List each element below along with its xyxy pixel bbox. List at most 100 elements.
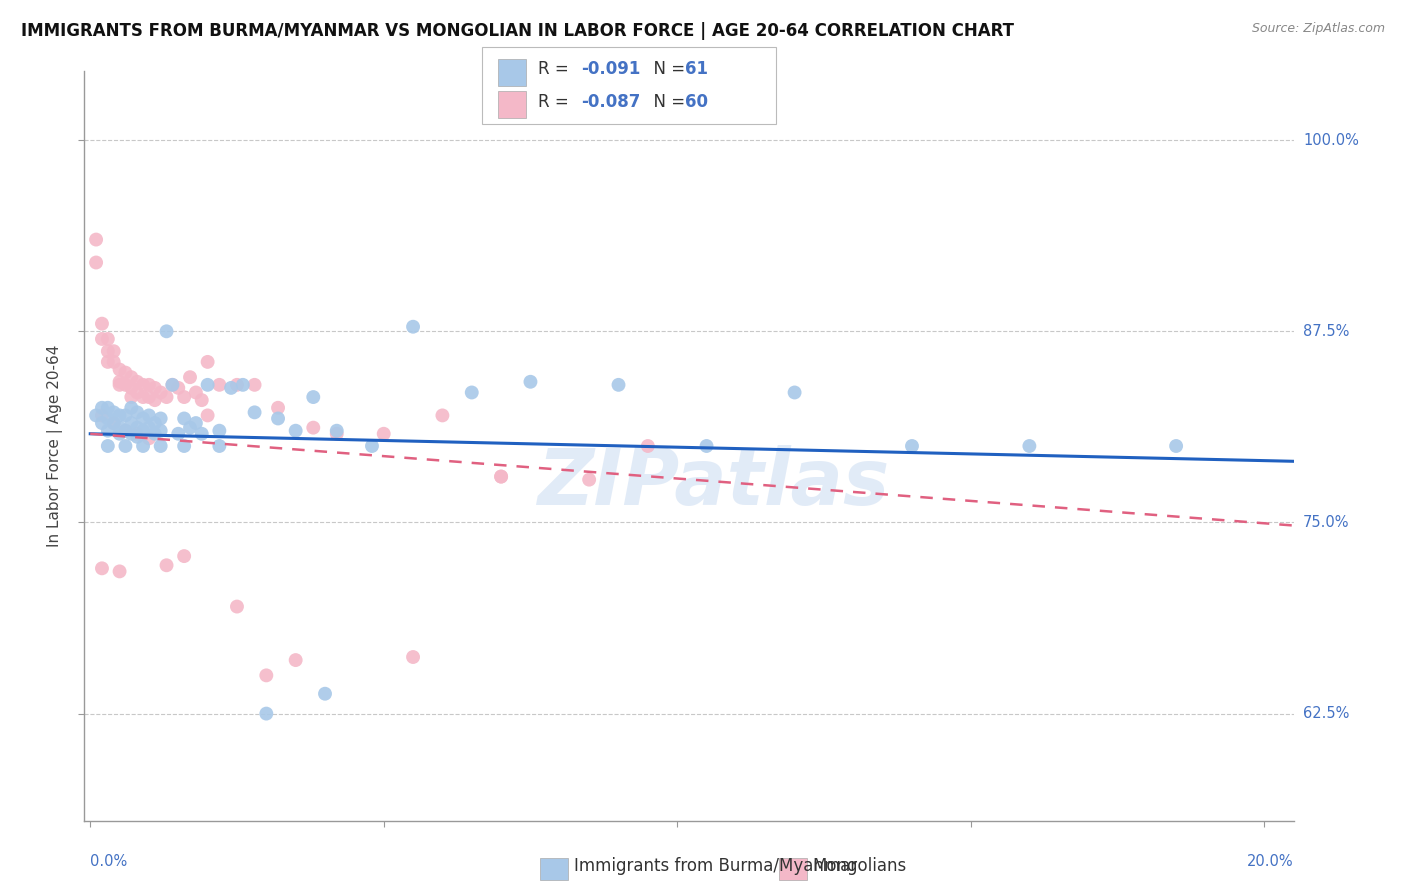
Point xyxy=(108,377,131,392)
Point xyxy=(114,424,136,438)
Point xyxy=(184,416,207,430)
Point xyxy=(284,424,307,438)
Point xyxy=(132,439,155,453)
Point xyxy=(167,426,190,441)
Point xyxy=(97,401,120,415)
Point xyxy=(254,668,277,682)
Point xyxy=(103,416,125,430)
Text: Immigrants from Burma/Myanmar: Immigrants from Burma/Myanmar xyxy=(574,857,856,875)
Point xyxy=(232,377,254,392)
Point xyxy=(114,439,136,453)
Point xyxy=(97,424,120,438)
Point xyxy=(302,390,325,404)
Point xyxy=(132,377,155,392)
Point xyxy=(108,426,131,441)
Point xyxy=(149,424,172,438)
Point xyxy=(143,416,166,430)
Point xyxy=(1018,439,1040,453)
Point xyxy=(155,390,177,404)
Point xyxy=(149,411,172,425)
Point xyxy=(91,332,114,346)
Point xyxy=(208,377,231,392)
Point xyxy=(97,411,120,425)
Point xyxy=(402,650,425,665)
Text: N =: N = xyxy=(643,93,690,111)
Point xyxy=(179,420,201,434)
Point xyxy=(127,426,149,441)
Point xyxy=(138,377,160,392)
Point xyxy=(97,439,120,453)
Text: ZIPatlas: ZIPatlas xyxy=(537,445,889,522)
Point xyxy=(132,424,155,438)
Point xyxy=(519,375,541,389)
Point xyxy=(326,426,349,441)
Point xyxy=(267,411,290,425)
Point xyxy=(578,473,600,487)
Point xyxy=(91,409,114,423)
Text: 60: 60 xyxy=(685,93,707,111)
Point xyxy=(254,706,277,721)
Point xyxy=(149,439,172,453)
Point xyxy=(314,687,336,701)
Point xyxy=(607,377,630,392)
Point xyxy=(91,317,114,331)
Point xyxy=(138,390,160,404)
Point xyxy=(138,409,160,423)
Point xyxy=(219,381,242,395)
Text: R =: R = xyxy=(538,60,575,78)
Point xyxy=(138,431,160,445)
Point xyxy=(120,381,142,395)
Point xyxy=(162,377,184,392)
Point xyxy=(284,653,307,667)
Point xyxy=(97,355,120,369)
Text: 100.0%: 100.0% xyxy=(1303,133,1360,148)
Text: Source: ZipAtlas.com: Source: ZipAtlas.com xyxy=(1251,22,1385,36)
Text: N =: N = xyxy=(643,60,690,78)
Point xyxy=(91,401,114,415)
Text: Mongolians: Mongolians xyxy=(813,857,907,875)
Point xyxy=(127,430,149,444)
Point xyxy=(103,355,125,369)
Point xyxy=(132,411,155,425)
Point xyxy=(114,377,136,392)
Text: 20.0%: 20.0% xyxy=(1247,855,1294,870)
Point xyxy=(138,420,160,434)
Point xyxy=(167,381,190,395)
Point xyxy=(143,393,166,408)
Point xyxy=(489,469,512,483)
Point xyxy=(155,558,177,573)
Point xyxy=(120,401,142,415)
Point xyxy=(149,385,172,400)
Point xyxy=(120,416,142,430)
Text: 61: 61 xyxy=(685,60,707,78)
Point xyxy=(696,439,718,453)
Point xyxy=(114,409,136,423)
Point xyxy=(489,469,512,483)
Point xyxy=(155,324,177,338)
Point xyxy=(402,319,425,334)
Point xyxy=(197,355,219,369)
Point xyxy=(108,375,131,389)
Point xyxy=(127,385,149,400)
Point xyxy=(173,411,195,425)
Point xyxy=(143,381,166,395)
Text: 0.0%: 0.0% xyxy=(90,855,128,870)
Point xyxy=(226,599,249,614)
Point xyxy=(84,255,107,269)
Point xyxy=(783,385,806,400)
Point xyxy=(326,424,349,438)
Point xyxy=(243,405,266,419)
Point xyxy=(103,416,125,430)
Point xyxy=(97,332,120,346)
Point xyxy=(901,439,924,453)
Point xyxy=(120,370,142,384)
Point xyxy=(190,426,212,441)
Point xyxy=(127,405,149,419)
Point xyxy=(173,549,195,563)
Point xyxy=(432,409,454,423)
Text: -0.091: -0.091 xyxy=(581,60,640,78)
Point xyxy=(103,405,125,419)
Point xyxy=(108,565,131,579)
Point xyxy=(208,439,231,453)
Text: 87.5%: 87.5% xyxy=(1303,324,1350,339)
